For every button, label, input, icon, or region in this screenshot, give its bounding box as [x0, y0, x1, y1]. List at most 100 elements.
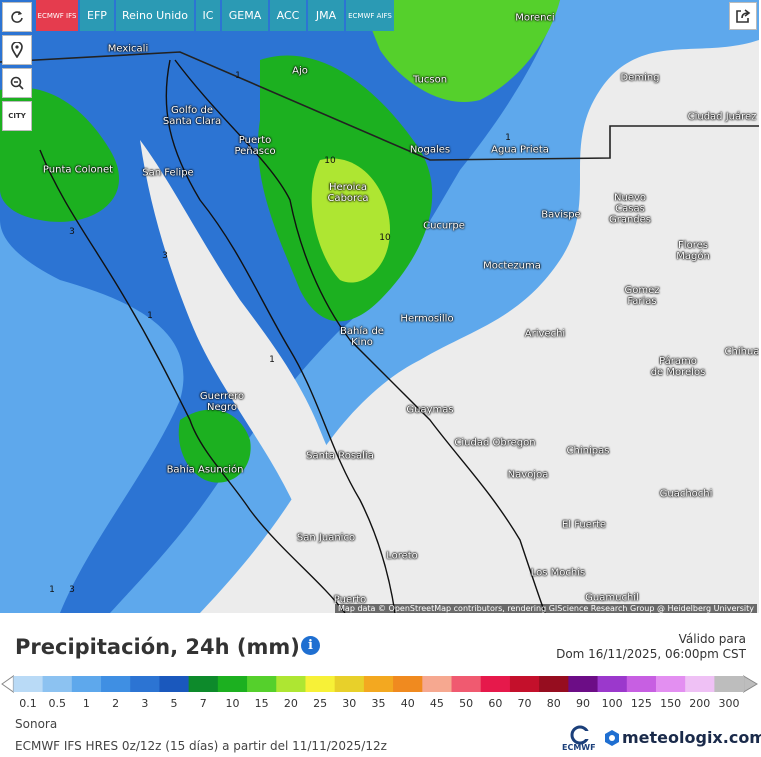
place-label: Nogales	[410, 145, 450, 156]
model-button[interactable]: ACC	[270, 0, 306, 31]
model-button[interactable]: ECMWF IFS	[36, 0, 78, 31]
scale-swatch	[247, 676, 277, 692]
place-name: Heroica	[328, 182, 368, 193]
color-scale	[1, 675, 758, 693]
place-label: El Fuerte	[562, 520, 606, 531]
place-name: Ciudad Obregon	[454, 437, 536, 449]
scale-label: 3	[141, 697, 149, 710]
city-button[interactable]: CITY	[2, 101, 32, 131]
place-name: Morenci	[515, 12, 555, 24]
place-label: Tucson	[413, 75, 447, 86]
model-button[interactable]: ECMWF AIFS	[346, 0, 394, 31]
ecmwf-icon	[570, 725, 592, 745]
precip-area	[178, 409, 251, 483]
scale-swatch	[13, 676, 44, 692]
place-name: Santa Clara	[162, 116, 222, 127]
scale-swatch	[480, 676, 511, 692]
place-name: Guerrero	[199, 391, 245, 402]
place-label: Chihua	[725, 347, 759, 358]
model-button[interactable]: JMA	[308, 0, 344, 31]
place-name: Bavispe	[541, 209, 581, 221]
scale-swatch	[276, 676, 306, 692]
location-button[interactable]	[2, 35, 32, 65]
scale-label: 300	[718, 697, 740, 710]
map[interactable]: Mexicali Ajo Tucson Morenci Deming Ciudad Juá…	[0, 0, 759, 613]
place-label: Deming	[620, 73, 659, 84]
model-button[interactable]: EFP	[80, 0, 114, 31]
scale-swatch	[539, 676, 569, 692]
zoom-icon	[10, 76, 24, 90]
place-name: Flores	[678, 240, 708, 251]
place-name: Peñasco	[234, 146, 276, 157]
place-name: San Juanico	[296, 532, 356, 544]
place-name: Chihua	[724, 346, 759, 358]
place-label: Hermosillo	[400, 314, 453, 325]
model-button[interactable]: IC	[196, 0, 220, 31]
place-label: Morenci	[515, 13, 554, 24]
scale-label: 2	[112, 697, 120, 710]
place-label: Bahía Asunción	[167, 465, 244, 476]
place-name: Guamuchil	[585, 592, 639, 604]
place-label: Ajo	[292, 66, 308, 77]
scale-label: 25	[313, 697, 328, 710]
precip-field	[0, 0, 759, 613]
place-name: Bahía Asunción	[166, 464, 244, 476]
place-name: San Felipe	[142, 167, 194, 179]
attribution: Map data © OpenStreetMap contributors, r…	[335, 604, 757, 613]
place-name: Navojoa	[507, 469, 549, 481]
model-button[interactable]: GEMA	[222, 0, 268, 31]
place-name: Guachochi	[659, 488, 713, 500]
reload-button[interactable]	[2, 2, 32, 32]
place-label: Flores Magón	[676, 240, 710, 262]
contour-label: 10	[324, 156, 336, 166]
dry-area	[140, 140, 390, 613]
scale-swatch	[363, 676, 394, 692]
place-name: Loreto	[386, 550, 418, 562]
place-label: Los Mochis	[531, 568, 585, 579]
place-name: Gomez	[624, 285, 660, 296]
scale-label: 150	[660, 697, 682, 710]
border-line	[0, 51, 759, 161]
place-name: Agua Prieta	[491, 144, 549, 156]
info-button[interactable]: i	[301, 636, 320, 655]
place-label: Páramo de Morelos	[651, 356, 706, 378]
scale-label: 35	[371, 697, 386, 710]
scale-swatch	[101, 676, 131, 692]
scale-swatch	[655, 676, 686, 692]
share-button[interactable]	[729, 2, 757, 30]
contour-label: 1	[505, 133, 511, 143]
place-label: San Felipe	[142, 168, 193, 179]
place-label: Nuevo Casas Grandes	[609, 193, 651, 226]
scale-label: 7	[199, 697, 207, 710]
scale-label: 30	[342, 697, 357, 710]
contour-label: 10	[379, 233, 391, 243]
reload-icon	[11, 11, 23, 23]
place-name: Negro	[206, 402, 237, 413]
place-name: Deming	[620, 72, 660, 84]
place-name: Punta Colonet	[42, 164, 114, 176]
coast-line	[165, 59, 396, 613]
place-label: Guamuchil	[585, 593, 639, 604]
place-label: Gomez Farias	[624, 285, 659, 307]
scale-swatch	[130, 676, 160, 692]
scale-swatch	[305, 676, 336, 692]
place-name: Chinipas	[566, 445, 610, 457]
place-name: El Fuerte	[561, 519, 607, 531]
zoom-button[interactable]	[2, 68, 32, 98]
place-label: Golfo de Santa Clara	[163, 105, 221, 127]
place-label: Ciudad Obregon	[454, 438, 535, 449]
model-button[interactable]: Reino Unido	[116, 0, 194, 31]
valid-label: Válido para	[678, 632, 746, 646]
place-name: Hermosillo	[400, 313, 454, 325]
scale-swatch	[188, 676, 219, 692]
place-label: Guerrero Negro	[200, 391, 244, 413]
scale-label: 60	[488, 697, 503, 710]
place-name: Bahía de	[340, 326, 384, 337]
scale-label: 1	[82, 697, 90, 710]
place-name: Puerto	[333, 594, 367, 606]
place-name: Golfo de	[171, 105, 213, 116]
legend-title: Precipitación, 24h (mm)	[15, 635, 300, 659]
scale-swatch	[422, 676, 453, 692]
place-label: Puerto Peñasco	[234, 135, 275, 157]
